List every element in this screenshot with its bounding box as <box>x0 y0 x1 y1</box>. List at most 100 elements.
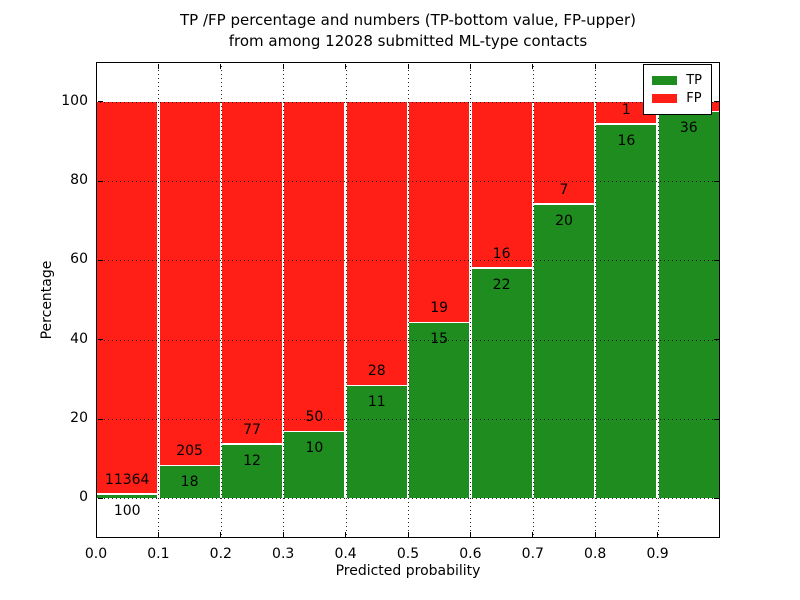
x-tick-label: 0.4 <box>334 546 357 562</box>
x-tick-mark <box>532 531 534 537</box>
y-tick-mark <box>97 180 103 182</box>
x-tick-mark <box>157 531 159 537</box>
y-tick-mark <box>97 259 103 261</box>
bar-segment-tp <box>534 204 594 499</box>
x-tick-mark <box>220 531 222 537</box>
x-axis-label: Predicted probability <box>335 563 481 579</box>
y-tick-mark-right <box>713 418 719 420</box>
bar-label-tp: 11 <box>367 394 386 411</box>
y-tick-label: 0 <box>79 489 88 506</box>
x-tick-label: 0.9 <box>646 546 669 562</box>
y-tick-mark <box>97 339 103 341</box>
bar-segment-fp <box>534 101 594 203</box>
gridline-vertical <box>657 62 659 538</box>
bar-label-fp: 16 <box>492 245 511 262</box>
gridline-vertical <box>220 62 222 538</box>
y-tick-mark <box>97 101 103 103</box>
x-tick-mark-top <box>594 63 596 69</box>
y-tick-mark <box>97 497 103 499</box>
x-tick-mark-top <box>157 63 159 69</box>
tp-swatch-icon <box>652 76 678 85</box>
x-tick-mark-top <box>407 63 409 69</box>
bar-segment-tp <box>346 386 407 499</box>
bar-label-fp: 28 <box>367 363 386 380</box>
x-tick-mark-top <box>532 63 534 69</box>
y-tick-label: 60 <box>70 251 88 268</box>
legend-entry-tp: TP <box>652 73 702 88</box>
bar-label-fp: 205 <box>176 443 203 460</box>
y-tick-label: 100 <box>61 92 88 109</box>
y-tick-label: 40 <box>70 330 88 347</box>
x-tick-label: 0.0 <box>84 546 108 562</box>
bar-segment-tp <box>222 444 282 499</box>
bar-label-tp: 22 <box>492 276 511 293</box>
bar-segment-fp <box>346 101 407 385</box>
x-tick-mark-top <box>469 63 471 69</box>
bar-segment-fp <box>596 101 657 124</box>
bar-label-tp: 16 <box>617 132 636 149</box>
gridline-vertical <box>532 62 534 538</box>
x-tick-mark <box>282 531 284 537</box>
x-tick-mark-top <box>282 63 284 69</box>
bar-label-tp: 18 <box>180 474 199 491</box>
x-tick-label: 0.8 <box>584 546 607 562</box>
plot-area: 0.0 0.1 0.2 0.3 0.4 0.5 0.6 0.7 0.8 0.9 0 20 40 60 80 1… <box>61 62 720 562</box>
bar-label-fp: 7 <box>559 181 569 198</box>
y-tick-label: 20 <box>70 410 88 426</box>
y-tick-mark-right <box>713 101 719 103</box>
chart-title: TP /FP percentage and numbers (TP-bottom… <box>96 10 720 52</box>
gridline-vertical <box>158 62 160 538</box>
x-tick-mark-top <box>345 63 347 69</box>
y-tick-mark-right <box>713 339 719 341</box>
bar-label-tp: 20 <box>555 212 573 229</box>
y-tick-mark <box>97 418 103 420</box>
bar-segment-fp <box>471 101 532 268</box>
x-tick-mark <box>345 531 347 537</box>
bar-label-fp: 77 <box>243 421 261 438</box>
bar-label-tp: 10 <box>305 440 324 457</box>
gridline-vertical <box>595 62 597 538</box>
bar-segment-fp <box>409 101 470 322</box>
y-tick-label: 80 <box>70 172 88 188</box>
bar-segment-fp <box>284 101 345 431</box>
bar-segment-tp <box>284 432 345 499</box>
gridline-vertical <box>283 62 285 538</box>
bar-label-fp: 50 <box>305 409 324 426</box>
x-tick-mark <box>657 531 659 537</box>
gridline-vertical <box>470 62 472 538</box>
fp-swatch-icon <box>652 94 678 103</box>
y-tick-mark-right <box>713 497 719 499</box>
legend-entry-fp: FP <box>652 91 702 106</box>
bar-label-tp: 12 <box>243 452 261 469</box>
x-tick-label: 0.6 <box>459 546 482 562</box>
y-tick-mark-right <box>713 259 719 261</box>
bar-label-fp: 11364 <box>104 471 150 488</box>
x-tick-label: 0.2 <box>209 546 232 562</box>
bar-label-tp: 100 <box>113 502 141 519</box>
chart-title-line2: from among 12028 submitted ML-type conta… <box>228 32 588 50</box>
bar-segment-tp <box>159 466 220 499</box>
x-tick-label: 0.7 <box>521 546 544 562</box>
x-tick-mark <box>95 531 97 537</box>
x-tick-label: 0.5 <box>396 546 420 562</box>
x-tick-mark-top <box>95 63 97 69</box>
gridline-vertical <box>345 62 347 538</box>
bar-segment-tp <box>97 494 158 499</box>
legend: TP FP <box>643 64 712 115</box>
bar-segment-tp <box>409 323 470 499</box>
bar-segment-tp <box>471 268 532 499</box>
bar-label-tp: 36 <box>679 120 698 137</box>
x-tick-mark <box>594 531 596 537</box>
bar-label-tp: 15 <box>430 331 449 348</box>
bar-segment-tp <box>596 124 657 499</box>
bar-label-fp: 19 <box>430 300 449 317</box>
bar-segment-fp <box>97 101 158 494</box>
bar-label-fp: 1 <box>621 101 631 118</box>
chart-title-line1: TP /FP percentage and numbers (TP-bottom… <box>180 11 636 29</box>
bar-segment-tp <box>658 112 719 499</box>
x-tick-mark <box>407 531 409 537</box>
x-tick-label: 0.3 <box>272 546 295 562</box>
y-tick-mark-right <box>713 180 719 182</box>
gridline-vertical <box>408 62 409 538</box>
